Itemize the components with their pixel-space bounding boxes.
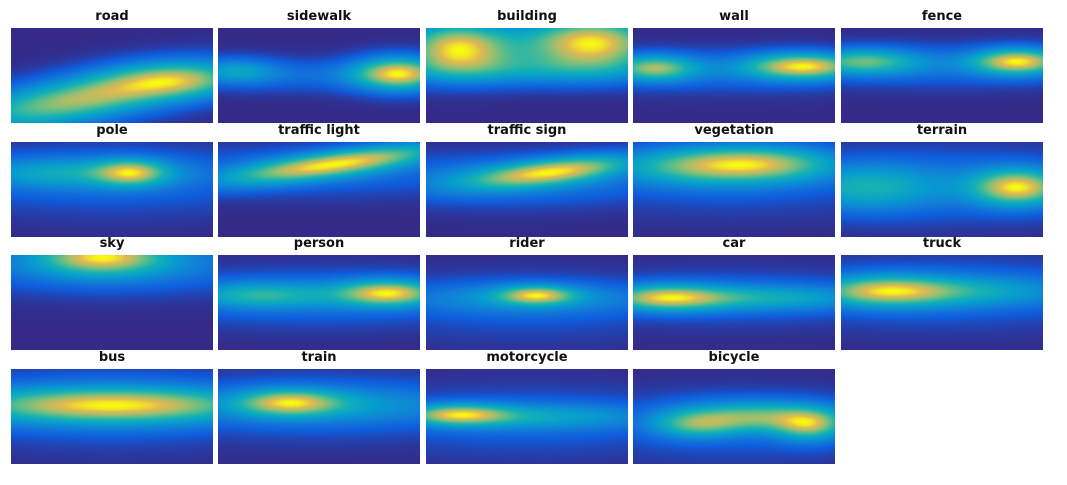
panel-title: wall (719, 9, 749, 24)
heatmap-image (11, 369, 213, 464)
heatmap-panel-traffic-sign: traffic sign (426, 122, 628, 237)
panel-title: traffic light (278, 123, 360, 138)
panel-title: sky (99, 236, 125, 251)
heatmap-image (218, 255, 420, 350)
heatmap-panel-person: person (218, 235, 420, 350)
heatmap-panel-pole: pole (11, 122, 213, 237)
panel-title: rider (509, 236, 545, 251)
heatmap-image (426, 142, 628, 237)
heatmap-image (426, 369, 628, 464)
panel-title: truck (922, 236, 962, 251)
heatmap-panel-building: building (426, 8, 628, 123)
panel-title: traffic sign (487, 123, 567, 138)
heatmap-panel-train: train (218, 349, 420, 464)
heatmap-image (218, 142, 420, 237)
panel-title: person (293, 236, 345, 251)
heatmap-image (218, 28, 420, 123)
heatmap-panel-sidewalk: sidewalk (218, 8, 420, 123)
heatmap-panel-car: car (633, 235, 835, 350)
heatmap-panel-road: road (11, 8, 213, 123)
heatmap-image (11, 142, 213, 237)
panel-title: fence (921, 9, 963, 24)
heatmap-image (841, 142, 1043, 237)
panel-title: terrain (916, 123, 968, 138)
heatmap-image (633, 369, 835, 464)
heatmap-panel-bicycle: bicycle (633, 349, 835, 464)
panel-title: sidewalk (286, 9, 352, 24)
heatmap-image (426, 28, 628, 123)
heatmap-panel-terrain: terrain (841, 122, 1043, 237)
heatmap-image (11, 28, 213, 123)
heatmap-image (218, 369, 420, 464)
panel-title: bicycle (708, 350, 760, 365)
heatmap-panel-vegetation: vegetation (633, 122, 835, 237)
panel-title: pole (96, 123, 128, 138)
heatmap-image (633, 142, 835, 237)
heatmap-image (426, 255, 628, 350)
heatmap-panel-rider: rider (426, 235, 628, 350)
panel-title: train (301, 350, 337, 365)
panel-title: building (497, 9, 557, 24)
heatmap-panel-truck: truck (841, 235, 1043, 350)
heatmap-image (633, 255, 835, 350)
panel-title: bus (98, 350, 126, 365)
heatmap-image (841, 255, 1043, 350)
panel-title: vegetation (694, 123, 774, 138)
heatmap-panel-motorcycle: motorcycle (426, 349, 628, 464)
heatmap-panel-traffic-light: traffic light (218, 122, 420, 237)
heatmap-panel-sky: sky (11, 235, 213, 350)
panel-title: car (722, 236, 746, 251)
heatmap-image (633, 28, 835, 123)
heatmap-image (11, 255, 213, 350)
heatmap-image (841, 28, 1043, 123)
panel-title: road (95, 9, 129, 24)
heatmap-panel-wall: wall (633, 8, 835, 123)
heatmap-panel-bus: bus (11, 349, 213, 464)
heatmap-panel-fence: fence (841, 8, 1043, 123)
panel-title: motorcycle (486, 350, 568, 365)
